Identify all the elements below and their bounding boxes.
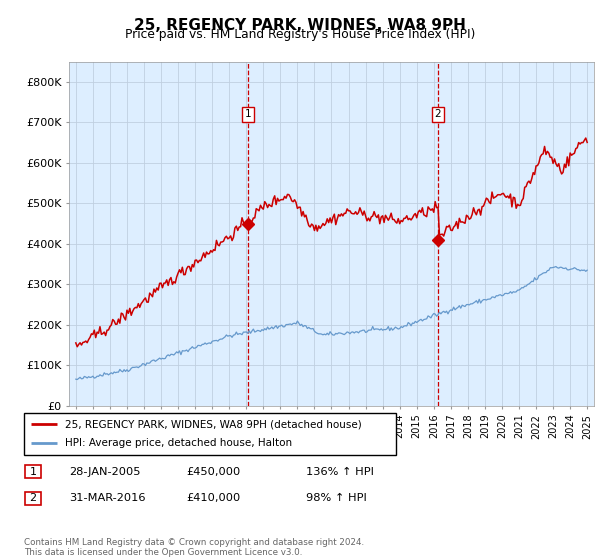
FancyBboxPatch shape bbox=[25, 465, 41, 478]
Text: Contains HM Land Registry data © Crown copyright and database right 2024.
This d: Contains HM Land Registry data © Crown c… bbox=[24, 538, 364, 557]
Text: 25, REGENCY PARK, WIDNES, WA8 9PH: 25, REGENCY PARK, WIDNES, WA8 9PH bbox=[134, 18, 466, 33]
Text: £410,000: £410,000 bbox=[186, 493, 240, 503]
Text: 1: 1 bbox=[244, 109, 251, 119]
Text: Price paid vs. HM Land Registry's House Price Index (HPI): Price paid vs. HM Land Registry's House … bbox=[125, 28, 475, 41]
Text: 2: 2 bbox=[435, 109, 442, 119]
Text: 98% ↑ HPI: 98% ↑ HPI bbox=[306, 493, 367, 503]
Text: 25, REGENCY PARK, WIDNES, WA8 9PH (detached house): 25, REGENCY PARK, WIDNES, WA8 9PH (detac… bbox=[65, 419, 362, 429]
Text: HPI: Average price, detached house, Halton: HPI: Average price, detached house, Halt… bbox=[65, 438, 292, 449]
FancyBboxPatch shape bbox=[24, 413, 396, 455]
FancyBboxPatch shape bbox=[25, 492, 41, 505]
Text: 28-JAN-2005: 28-JAN-2005 bbox=[69, 466, 140, 477]
Text: 31-MAR-2016: 31-MAR-2016 bbox=[69, 493, 146, 503]
Text: £450,000: £450,000 bbox=[186, 466, 240, 477]
Text: 136% ↑ HPI: 136% ↑ HPI bbox=[306, 466, 374, 477]
Text: 1: 1 bbox=[29, 466, 37, 477]
Text: 2: 2 bbox=[29, 493, 37, 503]
